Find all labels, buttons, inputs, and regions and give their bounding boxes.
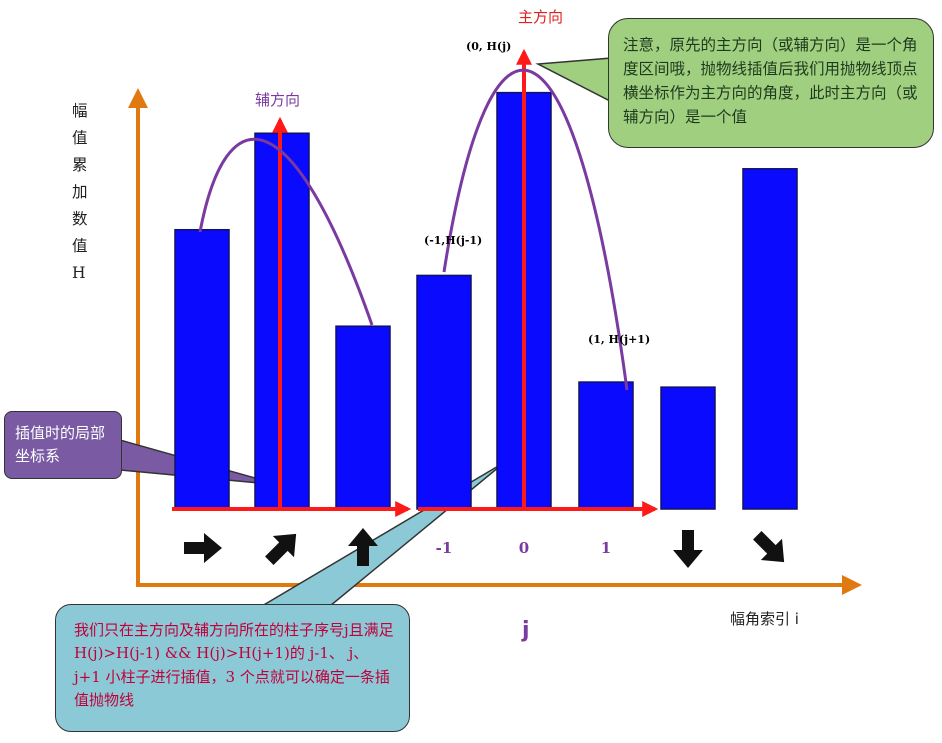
point-label-j-minus-1: (-1,H(j-1) <box>424 234 482 247</box>
point-label-j-plus-1: (1, H(j+1) <box>588 333 650 346</box>
bar-0 <box>174 228 230 510</box>
bar-5 <box>578 381 634 510</box>
x-axis-label: 幅角索引 i <box>730 610 799 628</box>
index-label-3: -1 <box>436 539 453 557</box>
index-label-5: 1 <box>601 539 611 557</box>
aux-parabola <box>198 138 374 326</box>
main-direction-label: 主方向 <box>518 8 563 26</box>
top-right-note: 注意，原先的主方向（或辅方向）是一个角度区间哦，抛物线插值后我们用抛物线顶点横坐… <box>608 18 934 148</box>
bottom-note: 我们只在主方向及辅方向所在的柱子序号j且满足H(j)>H(j-1) && H(j… <box>55 604 410 732</box>
index-labels-group: -1 0 1 <box>436 539 612 557</box>
y-axis-label: 幅 值 累 加 数 值 H <box>72 102 97 282</box>
bar-3 <box>416 274 472 510</box>
bar-7 <box>742 168 798 510</box>
bar-2 <box>335 325 391 510</box>
main-parabola <box>442 68 629 391</box>
direction-icons-group <box>184 528 785 568</box>
bars-group <box>174 91 798 510</box>
j-label: j <box>522 618 530 643</box>
arrow-up-right-icon <box>265 533 297 565</box>
aux-direction-label: 辅方向 <box>255 91 300 109</box>
left-note: 插值时的局部坐标系 <box>4 411 122 479</box>
point-label-j: (0, H(j) <box>466 40 511 53</box>
arrow-down-icon <box>673 530 703 568</box>
bar-6 <box>660 386 716 510</box>
arrow-down-right-icon <box>753 531 785 563</box>
index-label-4: 0 <box>519 539 529 557</box>
arrow-up-icon <box>348 528 378 566</box>
arrow-right-icon <box>184 533 222 563</box>
